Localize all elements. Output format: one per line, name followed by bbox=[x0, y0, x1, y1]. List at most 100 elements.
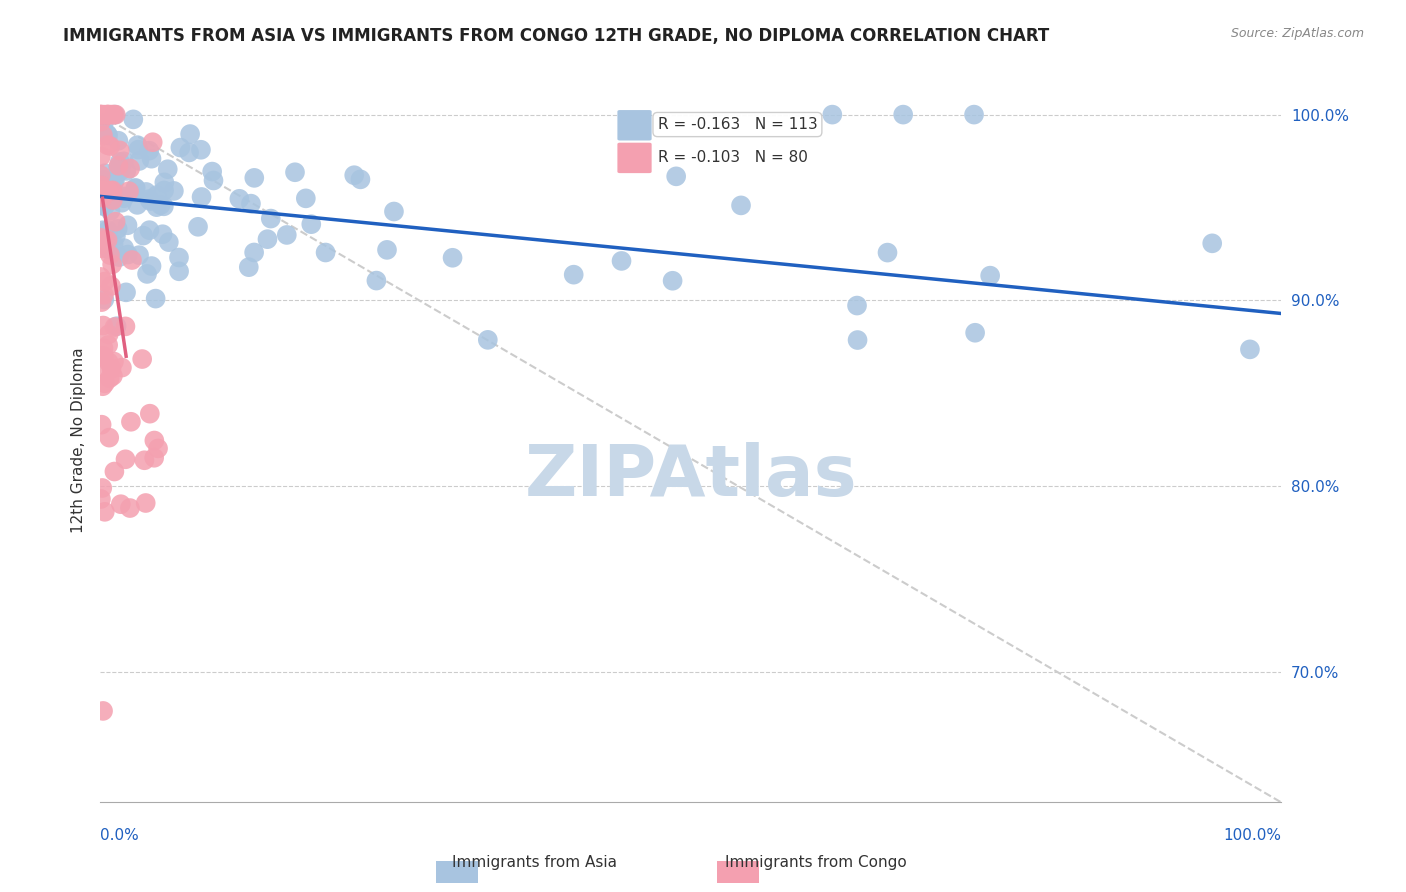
Point bbox=[97, 338, 120, 352]
Point bbox=[143, 434, 166, 448]
Point bbox=[138, 144, 160, 158]
Point bbox=[90, 232, 112, 246]
Point bbox=[128, 153, 150, 168]
Point bbox=[202, 173, 225, 187]
Point bbox=[100, 203, 122, 218]
Point bbox=[190, 143, 212, 157]
Point bbox=[146, 188, 169, 202]
Point bbox=[91, 481, 114, 495]
Point bbox=[96, 107, 118, 121]
Point bbox=[93, 107, 115, 121]
Point bbox=[94, 233, 117, 247]
Point bbox=[145, 200, 167, 214]
Point bbox=[100, 184, 122, 198]
Point bbox=[111, 360, 134, 375]
Point bbox=[821, 107, 844, 121]
Point bbox=[94, 376, 117, 391]
Point bbox=[93, 342, 115, 356]
Point bbox=[963, 107, 986, 121]
Point bbox=[94, 366, 117, 380]
Point bbox=[94, 174, 117, 188]
Point bbox=[90, 114, 112, 128]
Point bbox=[103, 465, 125, 479]
Point bbox=[101, 183, 124, 197]
Point bbox=[103, 354, 125, 368]
Point bbox=[157, 235, 180, 249]
Point bbox=[156, 162, 179, 177]
Point bbox=[295, 191, 318, 205]
Point bbox=[179, 145, 201, 160]
Point bbox=[141, 259, 163, 273]
Point bbox=[167, 264, 190, 278]
Point bbox=[90, 417, 112, 432]
Point bbox=[91, 193, 114, 207]
Point bbox=[90, 231, 112, 245]
Point bbox=[114, 319, 136, 334]
Point bbox=[110, 164, 132, 178]
Point bbox=[112, 241, 135, 255]
Point bbox=[104, 320, 127, 334]
Point bbox=[366, 274, 388, 288]
Point bbox=[343, 168, 366, 182]
Point bbox=[97, 128, 120, 143]
Point bbox=[118, 501, 141, 516]
Point bbox=[93, 242, 115, 256]
Point bbox=[90, 187, 112, 202]
Point bbox=[349, 172, 371, 186]
Point bbox=[876, 245, 898, 260]
Point bbox=[260, 211, 283, 226]
Point bbox=[163, 184, 186, 198]
Point bbox=[97, 233, 120, 247]
Text: R = -0.103   N = 80: R = -0.103 N = 80 bbox=[658, 150, 807, 165]
Point bbox=[243, 245, 266, 260]
Text: 100.0%: 100.0% bbox=[1223, 828, 1281, 843]
Point bbox=[94, 505, 117, 519]
Point bbox=[139, 407, 162, 421]
Point bbox=[101, 107, 124, 121]
Point bbox=[101, 193, 124, 207]
Point bbox=[1201, 236, 1223, 251]
Point bbox=[107, 222, 129, 236]
Point bbox=[118, 184, 141, 198]
Point bbox=[103, 107, 125, 121]
Text: R = -0.163   N = 113: R = -0.163 N = 113 bbox=[658, 117, 817, 132]
Point bbox=[91, 128, 114, 143]
Point bbox=[146, 442, 169, 456]
Point bbox=[97, 223, 120, 237]
Point bbox=[562, 268, 585, 282]
Point bbox=[97, 184, 120, 198]
Point bbox=[121, 253, 143, 268]
Point bbox=[125, 181, 148, 195]
Point bbox=[98, 107, 121, 121]
Point bbox=[124, 181, 146, 195]
Point bbox=[315, 245, 337, 260]
Point bbox=[108, 144, 131, 158]
Text: Source: ZipAtlas.com: Source: ZipAtlas.com bbox=[1230, 27, 1364, 40]
Point bbox=[138, 192, 160, 206]
Point bbox=[101, 257, 124, 271]
Point bbox=[90, 107, 112, 121]
Text: Immigrants from Congo: Immigrants from Congo bbox=[724, 855, 907, 870]
Point bbox=[115, 164, 138, 178]
Point bbox=[375, 243, 398, 257]
Point bbox=[94, 166, 117, 180]
Point bbox=[94, 199, 117, 213]
Point bbox=[179, 127, 201, 141]
Point bbox=[132, 228, 155, 243]
Point bbox=[103, 175, 125, 189]
Point bbox=[105, 319, 128, 334]
Point bbox=[93, 349, 115, 363]
Point bbox=[90, 491, 112, 506]
Point bbox=[117, 219, 139, 233]
Point bbox=[97, 355, 120, 369]
Point bbox=[138, 223, 160, 237]
Point bbox=[107, 161, 129, 175]
Point bbox=[135, 496, 157, 510]
Point bbox=[90, 295, 112, 310]
Point bbox=[846, 333, 869, 347]
Point bbox=[98, 194, 121, 208]
Point bbox=[127, 198, 149, 212]
Point bbox=[96, 189, 118, 203]
Point bbox=[891, 107, 914, 121]
Point bbox=[965, 326, 987, 340]
